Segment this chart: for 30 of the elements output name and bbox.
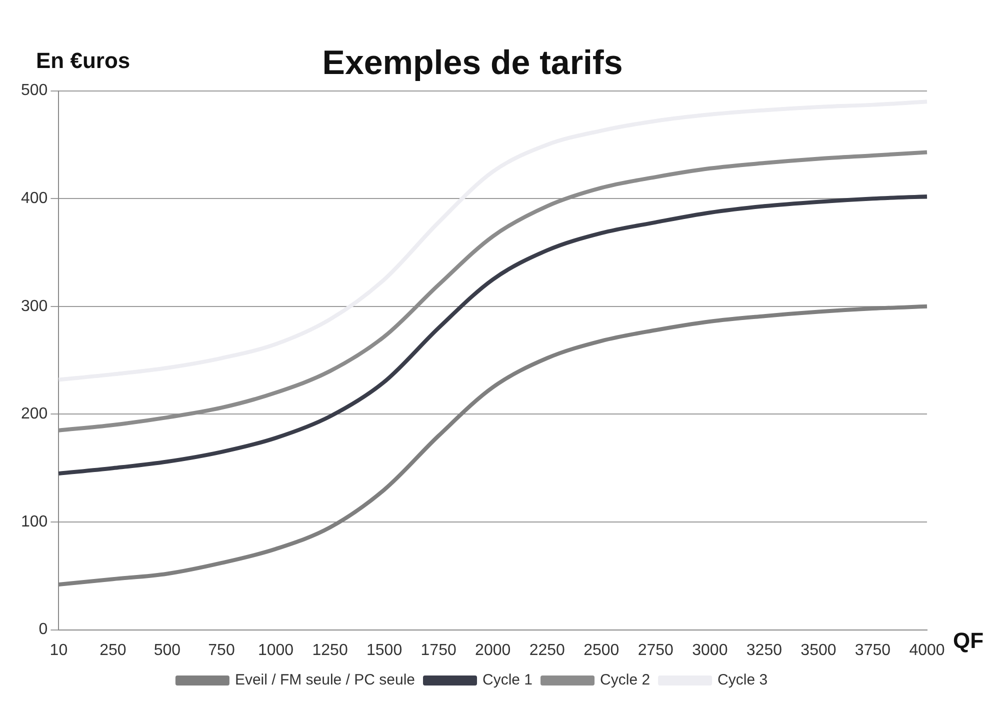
- x-tick-label: 500: [154, 642, 181, 659]
- y-axis-title: En €uros: [36, 48, 130, 73]
- x-tick-label: 2000: [475, 642, 511, 659]
- x-tick-label: 250: [100, 642, 126, 659]
- x-tick-label: 750: [208, 642, 235, 659]
- x-tick-label: 3250: [746, 642, 782, 659]
- x-tick-label: 2500: [584, 642, 620, 659]
- y-tick-label: 300: [20, 298, 48, 315]
- y-tick-label: 100: [20, 513, 48, 530]
- x-tick-label: 2250: [529, 642, 566, 659]
- x-tick-label: 10: [50, 642, 68, 659]
- x-tick-label: 2750: [638, 642, 674, 659]
- y-tick-label: 0: [38, 621, 48, 638]
- y-tick-label: 200: [20, 406, 48, 423]
- legend-label: Cycle 2: [600, 672, 650, 689]
- legend-label: Eveil / FM seule / PC seule: [234, 672, 416, 689]
- x-tick-label: 3750: [854, 642, 891, 659]
- x-axis-title: QF: [953, 628, 984, 653]
- x-tick-label: 1500: [366, 642, 402, 659]
- x-tick-label: 3000: [692, 642, 728, 659]
- y-tick-label: 500: [20, 82, 48, 100]
- legend-label: Cycle 3: [718, 672, 768, 689]
- x-tick-label: 4000: [909, 642, 945, 659]
- chart-title: Exemples de tarifs: [322, 44, 623, 82]
- x-tick-label: 1000: [258, 642, 294, 659]
- y-tick-label: 400: [20, 190, 48, 208]
- x-tick-label: 3500: [800, 642, 836, 659]
- x-tick-label: 1750: [420, 642, 456, 659]
- x-tick-label: 1250: [312, 642, 348, 659]
- legend-label: Cycle 1: [482, 672, 533, 689]
